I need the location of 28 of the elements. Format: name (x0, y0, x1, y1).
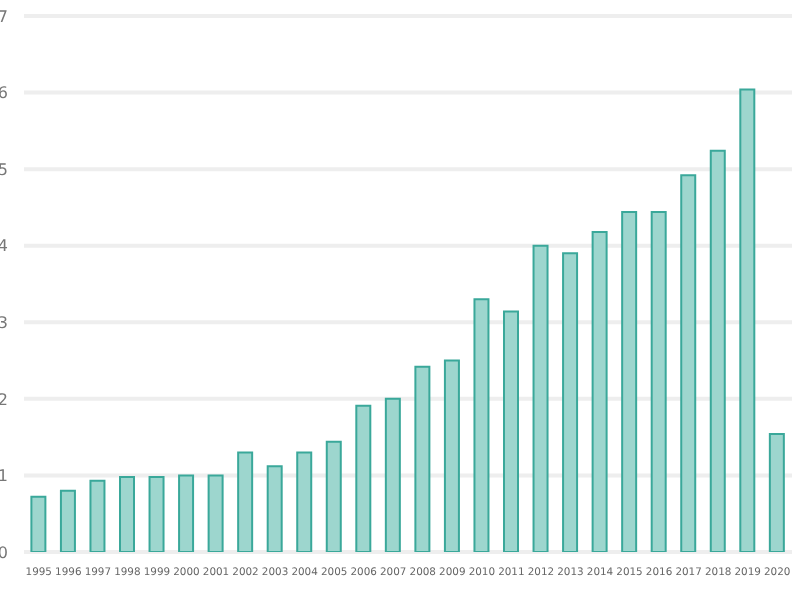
bar (207, 474, 224, 552)
bar (768, 433, 785, 552)
bar (709, 149, 726, 552)
bar (414, 365, 431, 552)
bar (89, 479, 106, 552)
bar (30, 495, 47, 552)
bar (739, 88, 756, 552)
bar (237, 451, 254, 552)
bar (562, 252, 579, 552)
bar (384, 397, 401, 552)
bar (443, 359, 460, 552)
bar (119, 475, 135, 552)
y-tick-label: 7 (0, 7, 8, 26)
bar (148, 475, 165, 552)
bar (296, 451, 313, 552)
bar (325, 440, 342, 552)
bar (266, 465, 283, 552)
bar (621, 211, 638, 552)
bar (355, 404, 372, 552)
y-tick-label: 1 (0, 467, 8, 486)
bar (532, 244, 549, 552)
bar (178, 474, 195, 552)
bar (680, 174, 697, 552)
bar (503, 310, 519, 552)
bar (473, 298, 490, 552)
bar (59, 489, 76, 552)
bar (591, 230, 608, 552)
bar (650, 211, 667, 552)
